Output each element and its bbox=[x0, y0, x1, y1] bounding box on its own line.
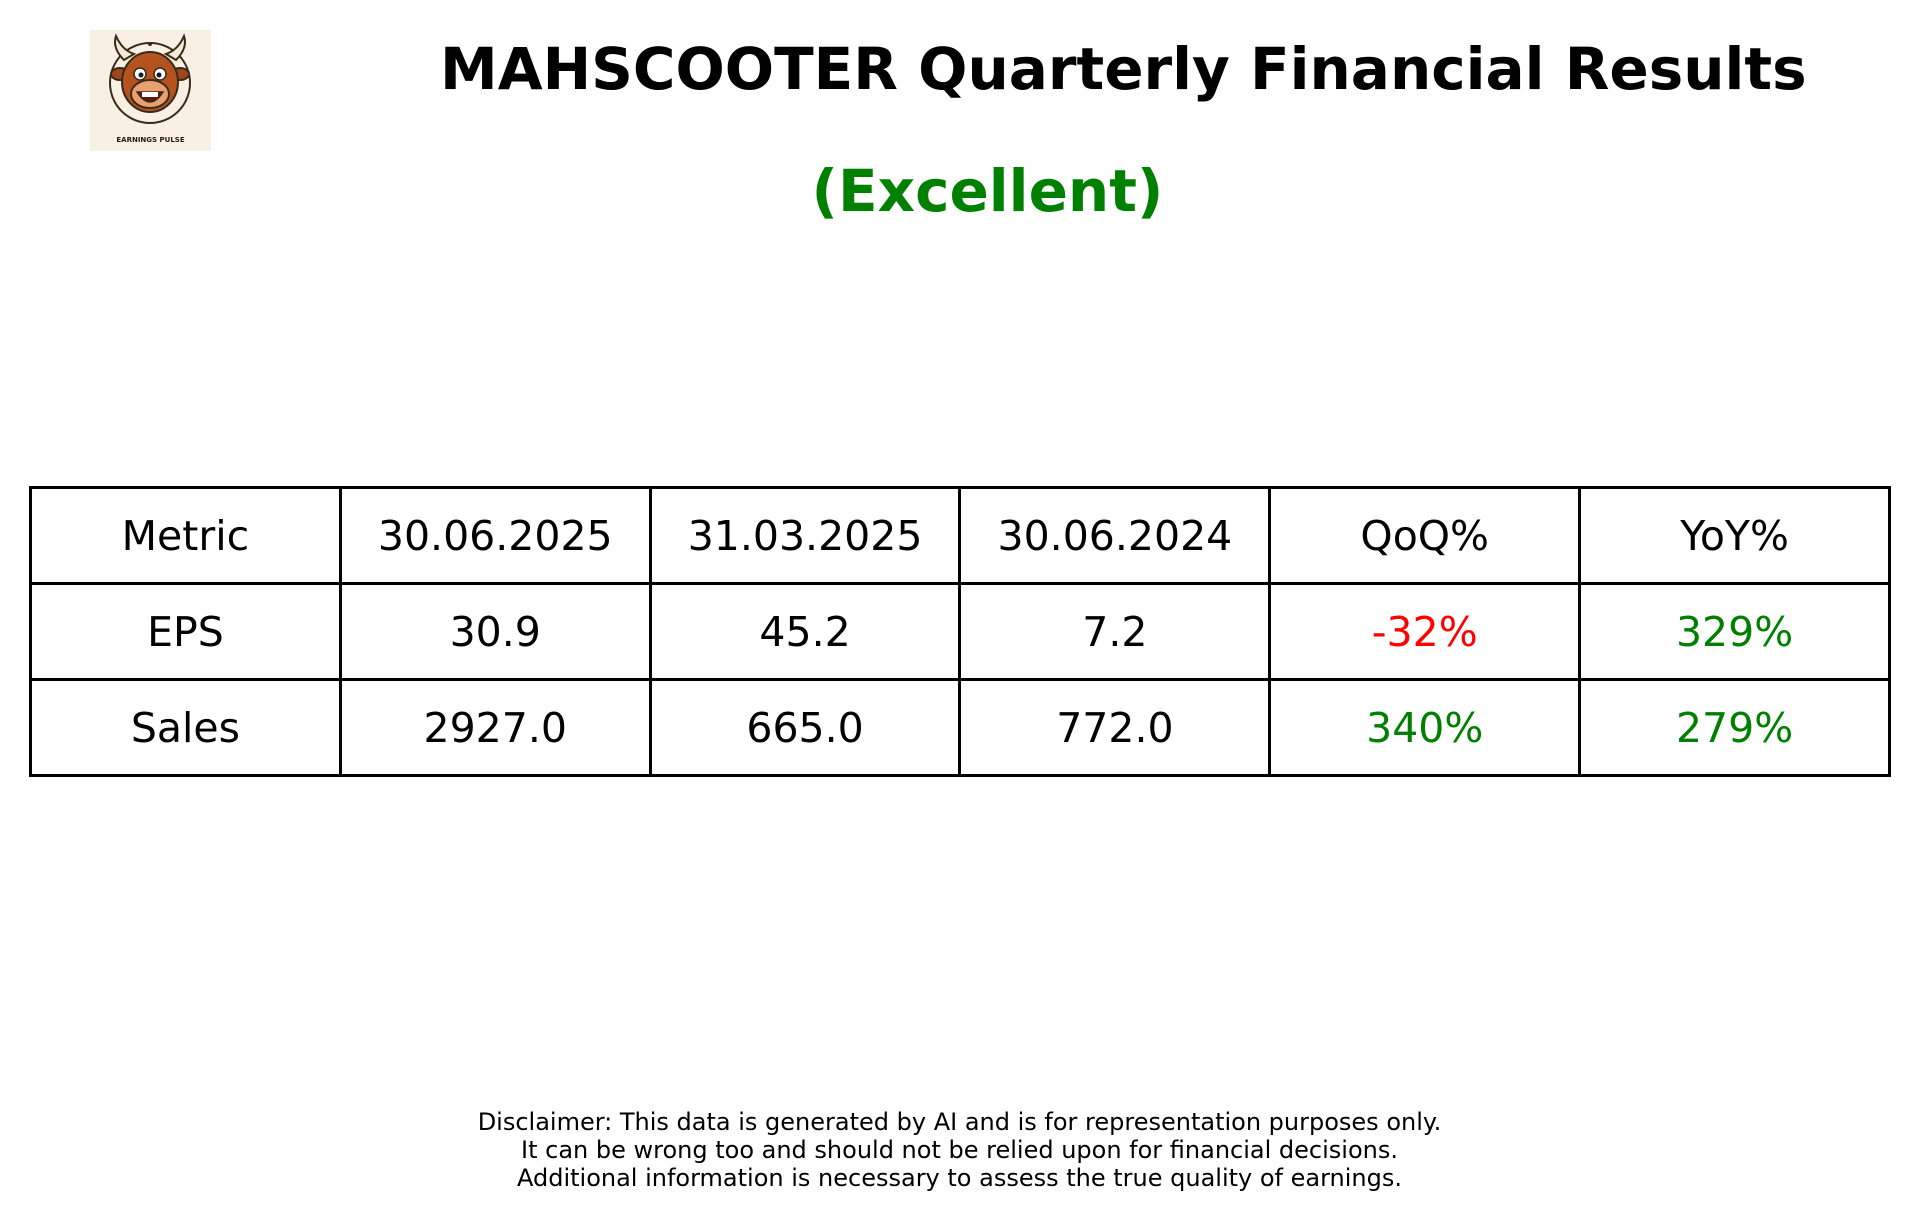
value-cell: 30.9 bbox=[338, 582, 652, 681]
logo-text: EARNINGS PULSE bbox=[116, 136, 185, 144]
header-q2: 31.03.2025 bbox=[648, 486, 962, 585]
results-table: Metric 30.06.2025 31.03.2025 30.06.2024 … bbox=[29, 486, 1891, 777]
qoq-cell: 340% bbox=[1268, 678, 1582, 777]
header-yoy: YoY% bbox=[1578, 486, 1891, 585]
value-cell: 2927.0 bbox=[338, 678, 652, 777]
logo-graphic bbox=[109, 33, 191, 124]
metric-cell: EPS bbox=[29, 582, 342, 681]
disclaimer-line: Disclaimer: This data is generated by AI… bbox=[477, 1108, 1442, 1136]
value-cell: 772.0 bbox=[958, 678, 1272, 777]
disclaimer-line: Additional information is necessary to a… bbox=[516, 1164, 1402, 1192]
table-row: EPS 30.9 45.2 7.2 -32% 329% bbox=[29, 582, 1891, 681]
metric-cell: Sales bbox=[29, 678, 342, 777]
header-q1: 30.06.2025 bbox=[338, 486, 652, 585]
header-qoq: QoQ% bbox=[1268, 486, 1582, 585]
table-row: Sales 2927.0 665.0 772.0 340% 279% bbox=[29, 678, 1891, 777]
qoq-cell: -32% bbox=[1268, 582, 1582, 681]
table-header-row: Metric 30.06.2025 31.03.2025 30.06.2024 … bbox=[29, 486, 1891, 585]
value-cell: 665.0 bbox=[648, 678, 962, 777]
yoy-cell: 279% bbox=[1578, 678, 1891, 777]
bull-mascot-logo-icon: EARNINGS PULSE bbox=[90, 30, 211, 151]
page-title: MAHSCOOTER Quarterly Financial Results bbox=[440, 35, 1807, 103]
yoy-cell: 329% bbox=[1578, 582, 1891, 681]
value-cell: 7.2 bbox=[958, 582, 1272, 681]
header-q3: 30.06.2024 bbox=[958, 486, 1272, 585]
rating-badge: (Excellent) bbox=[811, 157, 1164, 225]
value-cell: 45.2 bbox=[648, 582, 962, 681]
disclaimer: Disclaimer: This data is generated by AI… bbox=[0, 1108, 1919, 1192]
disclaimer-line: It can be wrong too and should not be re… bbox=[521, 1136, 1398, 1164]
header-metric: Metric bbox=[29, 486, 342, 585]
